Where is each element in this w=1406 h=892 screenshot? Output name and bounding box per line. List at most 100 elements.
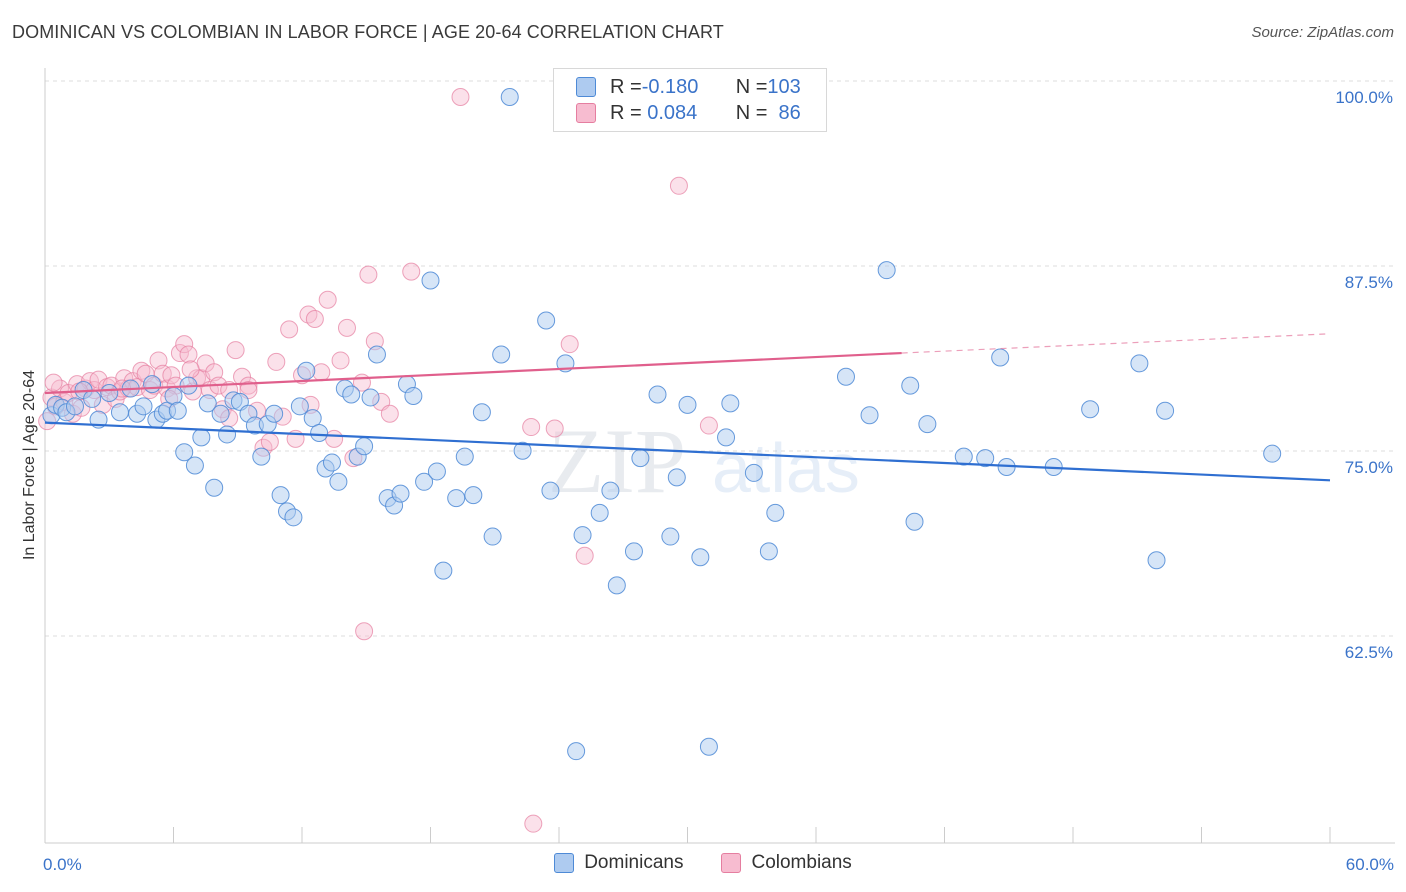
dominicans-points <box>42 88 1282 761</box>
dominican-point <box>361 388 380 407</box>
dominican-point <box>472 403 491 422</box>
dominican-point <box>901 376 920 395</box>
colombian-point <box>162 366 181 385</box>
dominican-point <box>297 361 316 380</box>
dominican-point <box>329 472 348 491</box>
colombian-point <box>337 318 356 337</box>
series-legend: Dominicans Colombians <box>0 852 1406 874</box>
dominican-point <box>427 462 446 481</box>
dominican-point <box>624 542 643 561</box>
n-value: 103 <box>767 75 801 98</box>
dominican-point <box>513 441 532 460</box>
colombian-point <box>312 363 331 382</box>
colombian-point <box>181 360 200 379</box>
dominican-point <box>83 389 102 408</box>
colombians-swatch <box>721 853 742 873</box>
colombians-swatch <box>576 103 596 123</box>
dominican-point <box>198 394 217 413</box>
legend-label-colombians: Colombians <box>751 852 852 873</box>
dominican-point <box>404 386 423 405</box>
dominican-point <box>905 512 924 531</box>
colombian-point <box>402 262 421 281</box>
legend-row-colombians: R = 0.084 N = 86 <box>576 100 801 126</box>
dominican-point <box>192 428 211 447</box>
colombian-point <box>280 320 299 339</box>
dominican-point <box>631 449 650 468</box>
dominican-point <box>455 447 474 466</box>
r-label: R = <box>610 101 642 124</box>
dominican-point <box>567 742 586 761</box>
dominican-point <box>667 468 686 487</box>
dominican-point <box>661 527 680 546</box>
dominican-point <box>252 447 271 466</box>
y-tick-label: 75.0% <box>1345 458 1393 477</box>
colombian-point <box>44 373 63 392</box>
r-label: R = <box>610 75 642 98</box>
dominican-point <box>310 423 329 442</box>
dominican-point <box>1081 400 1100 419</box>
colombian-point <box>149 351 168 370</box>
dominican-point <box>537 311 556 330</box>
colombian-point <box>318 290 337 309</box>
dominican-point <box>367 345 386 364</box>
colombian-point <box>524 814 543 833</box>
dominican-point <box>110 403 129 422</box>
dominican-point <box>100 384 119 402</box>
colombian-point <box>205 363 224 382</box>
watermark-atlas: atlas <box>712 429 860 507</box>
dominican-point <box>492 345 511 364</box>
dominican-point <box>860 406 879 425</box>
dominican-point <box>1156 401 1175 420</box>
dominican-point <box>991 348 1010 367</box>
colombian-point <box>355 622 374 641</box>
colombian-point <box>331 351 350 370</box>
legend-item-colombians[interactable]: Colombians <box>721 852 852 874</box>
dominican-point <box>918 415 937 434</box>
colombian-point <box>560 335 579 354</box>
colombian-point <box>545 419 564 438</box>
dominican-point <box>284 508 303 527</box>
y-tick-label: 62.5% <box>1345 643 1393 662</box>
y-axis-label: In Labor Force | Age 20-64 <box>21 370 38 560</box>
dominican-point <box>65 397 84 416</box>
dominican-point <box>415 472 434 491</box>
dominican-point <box>877 261 896 280</box>
colombian-point <box>451 88 470 106</box>
dominican-point <box>143 375 162 394</box>
dominican-point <box>391 484 410 503</box>
trend-lines <box>44 333 1331 482</box>
dominican-point <box>590 503 609 522</box>
dominican-point <box>218 425 237 444</box>
dominican-point <box>434 561 453 580</box>
stats-legend: R = -0.180 N = 103 R = 0.084 N = 86 <box>553 68 827 132</box>
dominican-point <box>322 453 341 472</box>
dominicans-swatch <box>576 77 596 97</box>
dominican-point <box>421 271 440 290</box>
dominican-point <box>691 548 710 567</box>
n-label: N = <box>735 75 768 98</box>
dominican-point <box>678 395 697 414</box>
dominican-point <box>759 542 778 561</box>
colombian-point <box>359 265 378 284</box>
legend-item-dominicans[interactable]: Dominicans <box>554 852 683 874</box>
dominicans-trend-line <box>44 421 1331 482</box>
r-value: 0.084 <box>641 101 698 124</box>
dominican-point <box>976 449 995 468</box>
dominican-point <box>464 486 483 505</box>
dominican-point <box>290 397 309 416</box>
legend-label-dominicans: Dominicans <box>584 852 684 873</box>
colombian-point <box>179 345 198 364</box>
dominican-point <box>483 527 502 546</box>
dominican-point <box>265 404 284 423</box>
y-tick-label: 100.0% <box>1335 88 1393 107</box>
dominican-point <box>447 489 466 508</box>
dominican-point <box>355 437 374 456</box>
dominican-point <box>836 367 855 386</box>
colombian-point <box>305 310 324 328</box>
colombian-point <box>522 418 541 437</box>
dominican-point <box>1263 444 1282 463</box>
dominican-point <box>699 737 718 756</box>
colombian-point <box>267 352 286 371</box>
dominican-point <box>164 386 183 405</box>
